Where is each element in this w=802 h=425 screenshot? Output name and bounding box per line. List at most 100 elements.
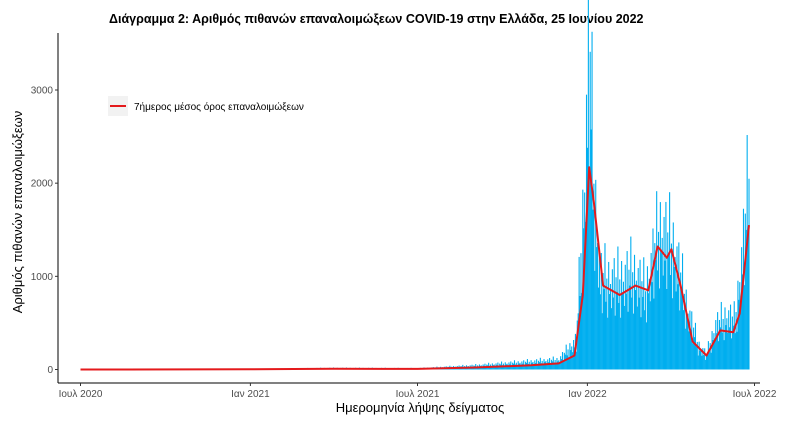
daily-bar [575,351,577,370]
daily-bar [538,362,540,370]
daily-bar [661,237,663,370]
daily-bar [633,254,636,370]
daily-bar [650,252,652,370]
daily-bar [653,298,655,370]
daily-bar [529,365,531,370]
daily-bar [569,343,571,370]
daily-bar [612,297,614,370]
daily-bar [646,266,648,370]
daily-bar [736,331,738,370]
daily-bar [555,364,557,370]
daily-bar [733,301,735,370]
daily-bar [744,213,746,370]
daily-bar [657,231,660,370]
x-tick-label: Ιουλ 2022 [733,389,777,400]
daily-bar [628,269,630,370]
daily-bar [647,293,649,370]
daily-bar [579,296,581,370]
daily-bar [728,310,730,370]
daily-bar [549,363,552,370]
y-tick-label: 0 [47,365,53,376]
daily-bar [678,242,680,370]
daily-bar [565,344,567,370]
daily-bar [671,298,673,370]
daily-bar [740,300,742,370]
daily-bar [620,317,622,370]
daily-bar [693,327,695,370]
daily-bar [680,272,682,370]
daily-bar [665,201,667,370]
daily-bar [636,306,638,370]
daily-bar [617,246,619,370]
daily-bar [526,359,528,370]
daily-bar [729,304,732,370]
daily-bar [593,183,595,370]
daily-bar [570,350,572,370]
daily-bar [695,346,697,370]
daily-bar [609,294,611,370]
daily-bar [729,327,731,370]
daily-bar [690,329,692,370]
daily-bar [675,291,677,370]
daily-bar [716,333,718,370]
daily-bar [544,362,546,370]
daily-bar [632,272,634,370]
daily-bar [699,350,701,370]
daily-bar [635,280,637,370]
daily-bar [614,315,616,370]
daily-bar [559,362,561,370]
daily-bar [576,320,578,370]
daily-bar [718,319,721,370]
daily-bar [611,269,613,370]
daily-bar [561,359,563,370]
daily-bar [705,359,707,370]
daily-bar [748,178,750,370]
x-tick-label: Ιουλ 2020 [59,389,103,400]
y-tick-label: 3000 [31,86,54,97]
daily-bar [507,365,509,370]
daily-bar [485,366,487,370]
daily-bar [610,308,612,370]
daily-bar [696,341,698,370]
daily-bar [741,247,743,370]
daily-bar [715,320,717,370]
x-tick-label: Ιαν 2022 [568,389,607,400]
x-tick-label: Ιαν 2021 [231,389,270,400]
daily-bar [573,347,576,370]
daily-bar [607,317,609,370]
daily-bar [667,232,669,370]
daily-bar [666,289,668,370]
daily-bar [516,365,518,370]
daily-bar [566,355,568,370]
daily-bar [709,343,711,370]
daily-bar [619,279,621,370]
daily-bar [719,327,721,370]
daily-bar [596,247,598,370]
daily-bar [524,365,526,370]
daily-bar [663,216,665,370]
daily-bar [588,166,590,370]
y-ticks-group: 0 1000 2000 3000 [31,86,58,376]
daily-bar [687,313,689,370]
daily-bar [737,280,739,370]
daily-bar [583,228,585,370]
daily-bar [572,352,574,370]
daily-bar [662,275,664,370]
daily-bar [645,322,648,370]
daily-bar [581,293,583,370]
daily-bar [745,229,747,370]
daily-bar [642,296,644,370]
daily-bar [634,290,636,370]
daily-bar [627,311,629,370]
x-tick-label: Ιουλ 2021 [396,389,440,400]
daily-bar [724,307,726,370]
daily-bar [637,268,639,370]
daily-bar [730,338,733,370]
daily-bar [676,246,678,370]
daily-bar [732,325,734,370]
daily-bar [592,209,594,370]
daily-bar [725,325,727,370]
daily-bar [595,179,597,370]
daily-bar [668,255,670,370]
daily-bar [621,292,624,370]
